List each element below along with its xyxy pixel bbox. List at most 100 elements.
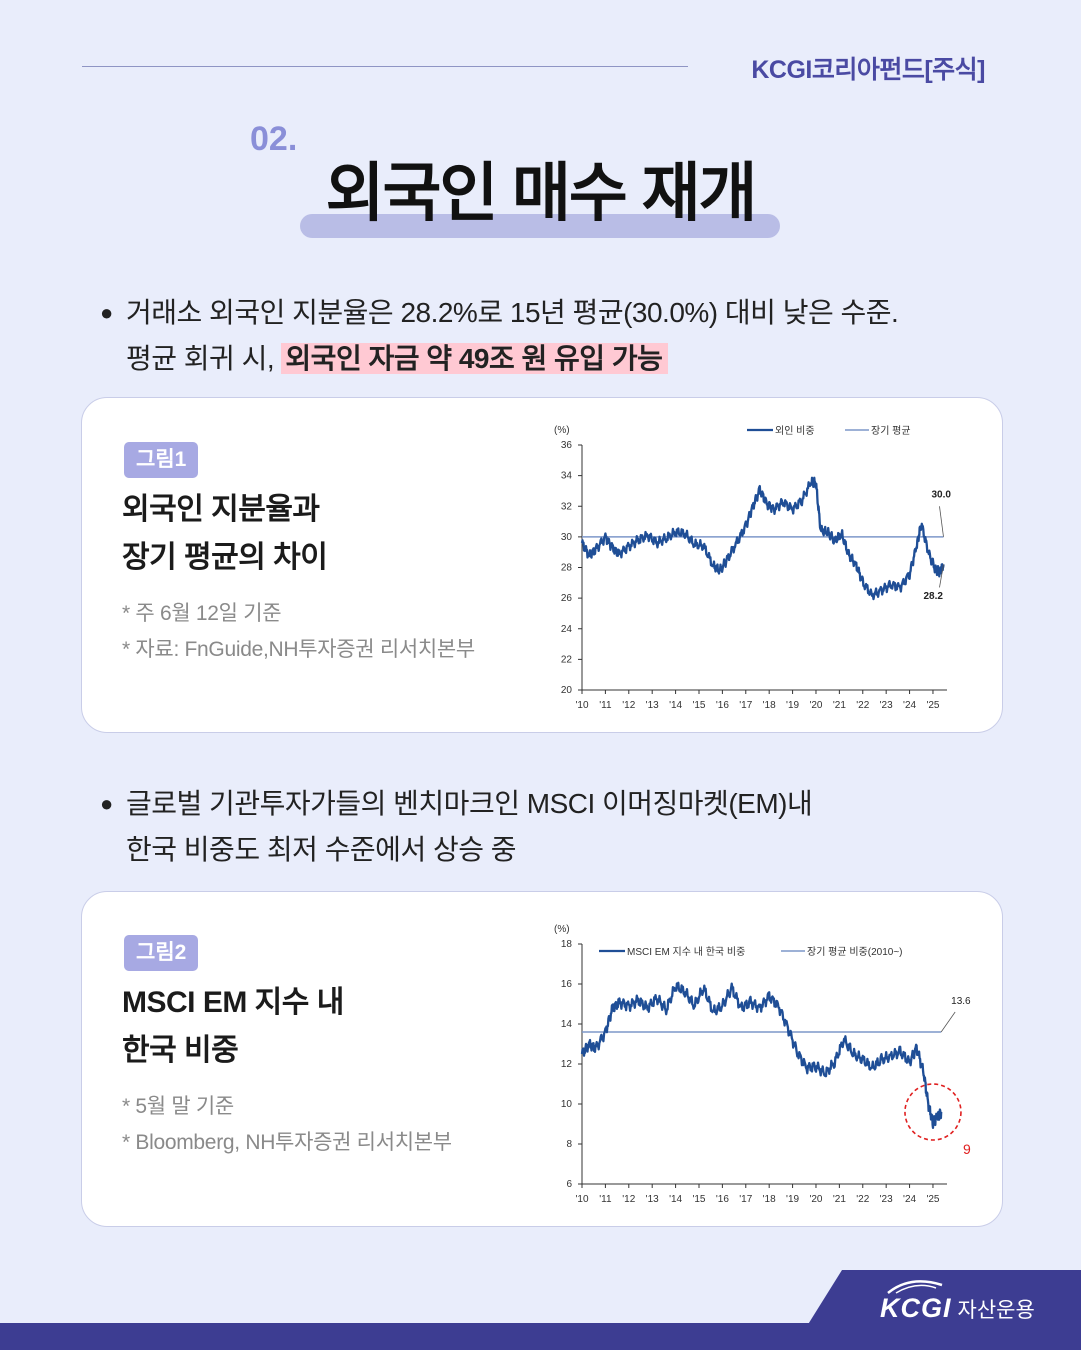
figure-badge: 그림2: [124, 935, 199, 971]
bullet-dot: ●: [100, 300, 113, 325]
logo-subtext: 자산운용: [957, 1299, 1035, 1322]
x-tick-label: '24: [903, 700, 916, 711]
x-tick-label: '21: [833, 700, 846, 711]
x-tick-label: '16: [716, 700, 729, 711]
x-tick-label: '18: [763, 700, 776, 711]
figure-card-2: 그림2 MSCI EM 지수 내 한국 비중 * 5월 말 기준 * Bloom…: [81, 891, 1003, 1227]
y-tick-label: 26: [561, 593, 573, 604]
annotation-leader: [940, 1011, 956, 1033]
note-line: * 주 6월 12일 기준: [122, 602, 282, 625]
bullet-msci: ● 글로벌 기관투자가들의 벤치마크인 MSCI 이머징마켓(EM)내 한국 비…: [100, 781, 813, 873]
legend-label-average: 장기 평균: [871, 425, 911, 437]
x-tick-label: '10: [575, 700, 588, 711]
note-line: * 자료: FnGuide,NH투자증권 리서치본부: [122, 638, 475, 661]
bullet-plain-text: 평균 회귀 시,: [126, 343, 275, 374]
card-title: 외국인 지분율과 장기 평균의 차이: [122, 486, 328, 582]
y-tick-label: 22: [561, 654, 573, 665]
x-tick-label: '20: [809, 1194, 822, 1205]
note-line: * 5월 말 기준: [122, 1095, 234, 1118]
y-tick-label: 36: [561, 440, 573, 451]
card-title-line: 외국인 지분율과: [122, 493, 320, 526]
highlight-text: 외국인 자금 약 49조 원 유입 가능: [281, 343, 669, 374]
unit-label: (%): [554, 425, 570, 436]
y-tick-label: 32: [561, 501, 573, 512]
x-tick-label: '14: [669, 1194, 682, 1205]
y-tick-label: 8: [566, 1139, 572, 1150]
x-tick-label: '12: [622, 700, 635, 711]
footer-bar: [0, 1323, 1081, 1350]
msci-korea-weight-chart: (%) 6 8 10 12 14 16 18 '10 '11 '12 '13 '14 '15 '16 '17 '…: [554, 924, 971, 1205]
x-tick-label: '16: [716, 1194, 729, 1205]
y-tick-label: 12: [561, 1059, 573, 1070]
company-logo: KCGI 자산운용: [880, 1280, 1035, 1324]
x-tick-label: '19: [786, 700, 799, 711]
legend-label-average: 장기 평균 비중(2010~): [807, 946, 903, 958]
highlight-circle: [904, 1083, 962, 1141]
brand-label: KCGI코리아펀드[주식]: [751, 56, 985, 84]
x-tick-label: '15: [692, 700, 705, 711]
card-notes: * 5월 말 기준 * Bloomberg, NH투자증권 리서치본부: [122, 1089, 452, 1161]
series-line-main: [580, 476, 945, 601]
x-tick-label: '25: [926, 700, 939, 711]
page-title: 외국인 매수 재개: [325, 157, 758, 229]
x-tick-label: '22: [856, 1194, 869, 1205]
bullet-foreign-ownership: ● 거래소 외국인 지분율은 28.2%로 15년 평균(30.0%) 대비 낮…: [100, 290, 899, 382]
title-container: 외국인 매수 재개: [0, 142, 1081, 234]
bullet-dot: ●: [100, 791, 113, 816]
section-number: 02.: [250, 120, 298, 158]
bullet-line-2: 평균 회귀 시, 외국인 자금 약 49조 원 유입 가능: [126, 336, 898, 382]
y-tick-label: 20: [561, 685, 573, 696]
y-tick-label: 10: [561, 1099, 573, 1110]
x-tick-label: '13: [646, 700, 659, 711]
x-tick-label: '14: [669, 700, 682, 711]
x-tick-label: '12: [622, 1194, 635, 1205]
x-tick-label: '18: [763, 1194, 776, 1205]
annotation-label: 30.0: [931, 490, 951, 501]
card-notes: * 주 6월 12일 기준 * 자료: FnGuide,NH투자증권 리서치본부: [122, 596, 475, 668]
y-tick-label: 16: [561, 979, 573, 990]
x-tick-label: '25: [926, 1194, 939, 1205]
x-tick-label: '13: [646, 1194, 659, 1205]
x-tick-label: '17: [739, 1194, 752, 1205]
x-tick-label: '23: [880, 700, 893, 711]
x-tick-label: '21: [833, 1194, 846, 1205]
figure-card-1: 그림1 외국인 지분율과 장기 평균의 차이 * 주 6월 12일 기준 * 자…: [81, 397, 1003, 733]
x-tick-label: '22: [856, 700, 869, 711]
header-divider: [82, 66, 688, 67]
card-title-line: MSCI EM 지수 내: [122, 986, 344, 1019]
y-tick-label: 24: [561, 624, 573, 635]
y-tick-label: 18: [561, 939, 573, 950]
bullet-line-2: 한국 비중도 최저 수준에서 상승 중: [126, 834, 517, 865]
swoosh-icon: [887, 1280, 943, 1294]
x-tick-label: '15: [692, 1194, 705, 1205]
card-title: MSCI EM 지수 내 한국 비중: [122, 979, 344, 1075]
x-tick-label: '24: [903, 1194, 916, 1205]
series-line-main: [580, 981, 943, 1129]
y-tick-label: 6: [566, 1179, 572, 1190]
x-tick-label: '11: [599, 700, 612, 711]
annotation-leader: [939, 506, 944, 537]
card-title-line: 한국 비중: [122, 1034, 239, 1067]
unit-label: (%): [554, 924, 570, 935]
annotation-label: 28.2: [923, 591, 943, 602]
annotation-label: 9: [963, 1141, 971, 1157]
legend-label-main: 외인 비중: [775, 425, 815, 437]
note-line: * Bloomberg, NH투자증권 리서치본부: [122, 1131, 452, 1154]
annotation-label: 13.6: [951, 996, 971, 1007]
y-tick-label: 28: [561, 563, 573, 574]
x-tick-label: '17: [739, 700, 752, 711]
legend-label-main: MSCI EM 지수 내 한국 비중: [627, 946, 745, 958]
y-tick-label: 30: [561, 532, 573, 543]
card-title-line: 장기 평균의 차이: [122, 541, 328, 574]
bullet-line: 거래소 외국인 지분율은 28.2%로 15년 평균(30.0%) 대비 낮은 …: [126, 297, 899, 328]
figure-badge: 그림1: [124, 442, 199, 478]
y-tick-label: 34: [561, 471, 573, 482]
annotation-leader: [939, 564, 944, 588]
x-tick-label: '23: [880, 1194, 893, 1205]
x-tick-label: '19: [786, 1194, 799, 1205]
foreign-ownership-chart: (%) 20 22 24 26 28 30 32 34 36 '10 '11 '12 '13 '14 '15 '…: [554, 425, 951, 711]
y-tick-label: 14: [561, 1019, 573, 1030]
bullet-line: 글로벌 기관투자가들의 벤치마크인 MSCI 이머징마켓(EM)내: [126, 788, 813, 819]
x-tick-label: '11: [599, 1194, 612, 1205]
x-tick-label: '20: [809, 700, 822, 711]
